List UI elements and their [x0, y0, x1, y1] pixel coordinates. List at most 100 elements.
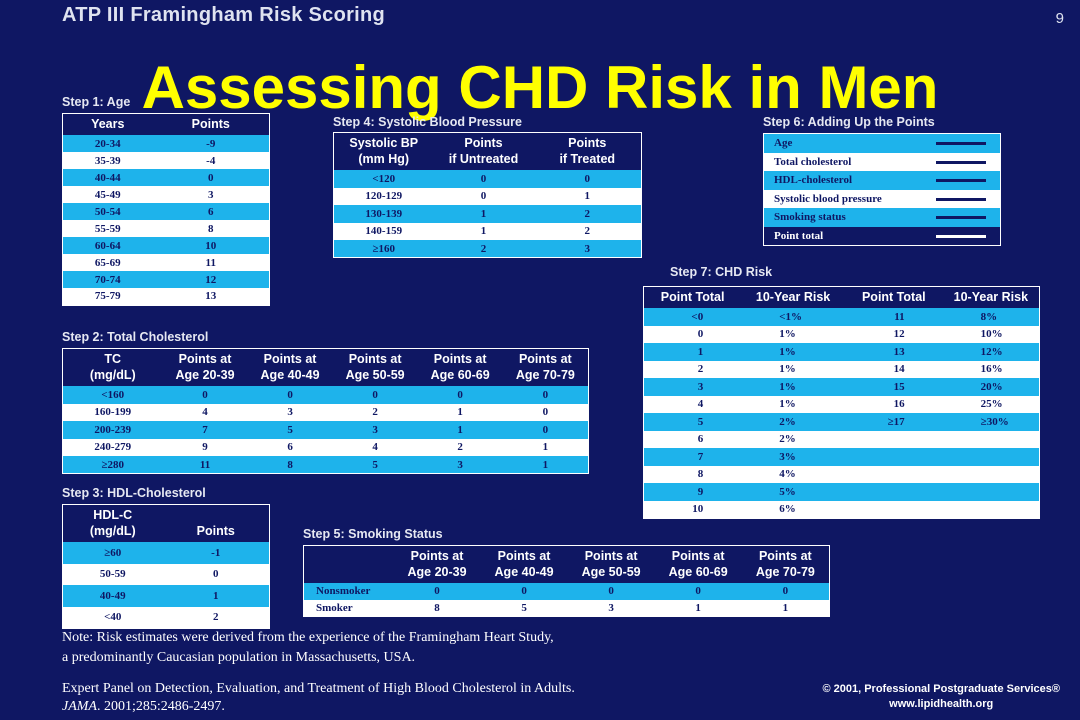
step1-cell: 65-69 — [62, 254, 153, 271]
step2-cell: 0 — [417, 386, 503, 404]
step5-header-2-line-0: Points at — [497, 549, 551, 563]
step7-cell: <0 — [643, 308, 742, 326]
risk-note: Note: Risk estimates were derived from t… — [62, 628, 554, 668]
step1-label: Step 1: Age — [62, 95, 131, 109]
sum-blank-line — [936, 216, 986, 219]
step4-cell: 120-129 — [333, 187, 434, 205]
step1-cell: 12 — [152, 271, 270, 288]
step7-cell: ≥30% — [942, 413, 1040, 431]
step2-cell: 240-279 — [62, 438, 163, 456]
table-row: 10 6% — [643, 500, 1040, 518]
step1-cell: 20-34 — [62, 135, 153, 152]
step2-header-2-line-1: Age 40-49 — [260, 368, 320, 382]
step1-cell: -4 — [152, 152, 270, 169]
step3-hdl-table: HDL-C (mg/dL) Points ≥60 -1 50-59 0 40-49 1 <40 2 — [62, 504, 270, 629]
table-row: 55-59 8 — [62, 220, 270, 237]
step7-cell — [942, 483, 1040, 501]
step7-header-3-line-0: 10-Year Risk — [953, 290, 1029, 304]
step7-cell: 1% — [741, 325, 845, 343]
step5-header-4: Points at Age 60-69 — [654, 545, 742, 583]
step7-cell: 13 — [844, 343, 943, 361]
step1-age-table: Years Points 20-34 -9 35-39 -4 40-44 0 45-49 3 5… — [62, 113, 270, 306]
step3-cell: <40 — [62, 606, 163, 628]
step5-header-3: Points at Age 50-59 — [567, 545, 655, 583]
step7-cell: 1% — [741, 360, 845, 378]
step2-cell: 3 — [417, 456, 503, 474]
step7-cell — [942, 430, 1040, 448]
step5-cell: 5 — [480, 599, 568, 616]
step5-header-3-line-1: Age 50-59 — [581, 565, 641, 579]
step4-table-body: <120 0 0 120-129 0 1 130-139 1 2 140-159 1 2 ≥160 2 3 — [333, 170, 642, 258]
step4-cell: 0 — [433, 187, 534, 205]
step4-cell: 1 — [433, 222, 534, 240]
step4-header-1-line-0: Points — [464, 136, 503, 150]
step4-cell: ≥160 — [333, 240, 434, 258]
step3-cell: 50-59 — [62, 563, 163, 585]
step2-header-2: Points at Age 40-49 — [247, 348, 333, 386]
step2-cell: 1 — [502, 438, 589, 456]
step7-cell: 12% — [942, 343, 1040, 361]
table-row: 2 1% 14 16% — [643, 360, 1040, 378]
step6-label: Step 6: Adding Up the Points — [763, 115, 935, 129]
step1-cell: 75-79 — [62, 288, 153, 305]
step4-header-2: Points if Treated — [533, 132, 642, 170]
sum-row: Smoking status — [764, 208, 1000, 227]
step2-cell: 5 — [332, 456, 418, 474]
step2-cell: 1 — [502, 456, 589, 474]
step7-cell — [844, 500, 943, 518]
step7-cell: 10% — [942, 325, 1040, 343]
sum-row: Point total — [764, 226, 1000, 245]
step7-cell: 6% — [741, 500, 845, 518]
step5-header-5-line-1: Age 70-79 — [755, 565, 815, 579]
step2-cell: <160 — [62, 386, 163, 404]
step5-table-body: Nonsmoker 0 0 0 0 0 Smoker 8 5 3 1 1 — [303, 583, 830, 616]
step4-cell: 0 — [433, 170, 534, 188]
step7-header-2-line-0: Point Total — [861, 290, 926, 304]
step7-cell — [844, 430, 943, 448]
step7-cell: 2 — [643, 360, 742, 378]
sum-blank-line — [936, 179, 986, 182]
table-row: <160 0 0 0 0 0 — [62, 386, 589, 404]
step4-cell: 130-139 — [333, 205, 434, 223]
step2-cell: 8 — [247, 456, 333, 474]
step5-cell: 3 — [567, 599, 655, 616]
step7-cell: 5 — [643, 413, 742, 431]
step7-cell: 2% — [741, 430, 845, 448]
step7-cell — [844, 465, 943, 483]
page-title: Assessing CHD Risk in Men — [141, 54, 939, 121]
step1-cell: 11 — [152, 254, 270, 271]
step4-header-1: Points if Untreated — [433, 132, 534, 170]
sum-row: Age — [764, 134, 1000, 153]
step7-cell: 5% — [741, 483, 845, 501]
table-row: 75-79 13 — [62, 288, 270, 305]
sum-row: Total cholesterol — [764, 152, 1000, 171]
step2-cell: ≥280 — [62, 456, 163, 474]
step6-points-sum: Age Total cholesterol HDL-cholesterol Systo… — [763, 133, 1001, 246]
step2-cell: 3 — [332, 421, 418, 439]
step5-header-4-line-1: Age 60-69 — [668, 565, 728, 579]
step4-header-1-line-1: if Untreated — [448, 152, 519, 166]
sum-row-label: HDL-cholesterol — [774, 174, 853, 187]
step2-cell: 160-199 — [62, 403, 163, 421]
table-row: 6 2% — [643, 430, 1040, 448]
step7-header-0-line-0: Point Total — [660, 290, 725, 304]
table-row: 40-44 0 — [62, 169, 270, 186]
copyright-url: www.lipidhealth.org — [889, 698, 994, 710]
step2-header-4-line-1: Age 60-69 — [430, 368, 490, 382]
step7-header-0: Point Total — [643, 286, 742, 308]
sum-row: HDL-cholesterol — [764, 171, 1000, 190]
step7-cell: 8 — [643, 465, 742, 483]
step5-label: Step 5: Smoking Status — [303, 527, 443, 541]
step2-header-0: TC (mg/dL) — [62, 348, 163, 386]
step2-header-4-line-0: Points at — [433, 352, 487, 366]
table-row: 120-129 0 1 — [333, 187, 642, 205]
step7-header-1-line-0: 10-Year Risk — [755, 290, 831, 304]
table-row: 1 1% 13 12% — [643, 343, 1040, 361]
step7-cell — [844, 483, 943, 501]
step7-cell: 4 — [643, 395, 742, 413]
step1-header-years: Years — [62, 113, 153, 135]
reference-citation: . 2001;285:2486-2497. — [96, 699, 225, 714]
step7-cell: 16% — [942, 360, 1040, 378]
step2-header-1-line-0: Points at — [178, 352, 232, 366]
step2-header-0-line-0: TC — [104, 352, 122, 366]
